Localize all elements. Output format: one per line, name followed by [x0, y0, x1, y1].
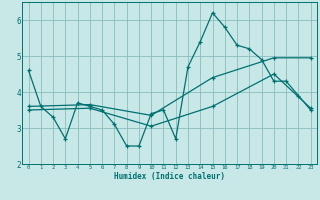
X-axis label: Humidex (Indice chaleur): Humidex (Indice chaleur)	[114, 172, 225, 181]
